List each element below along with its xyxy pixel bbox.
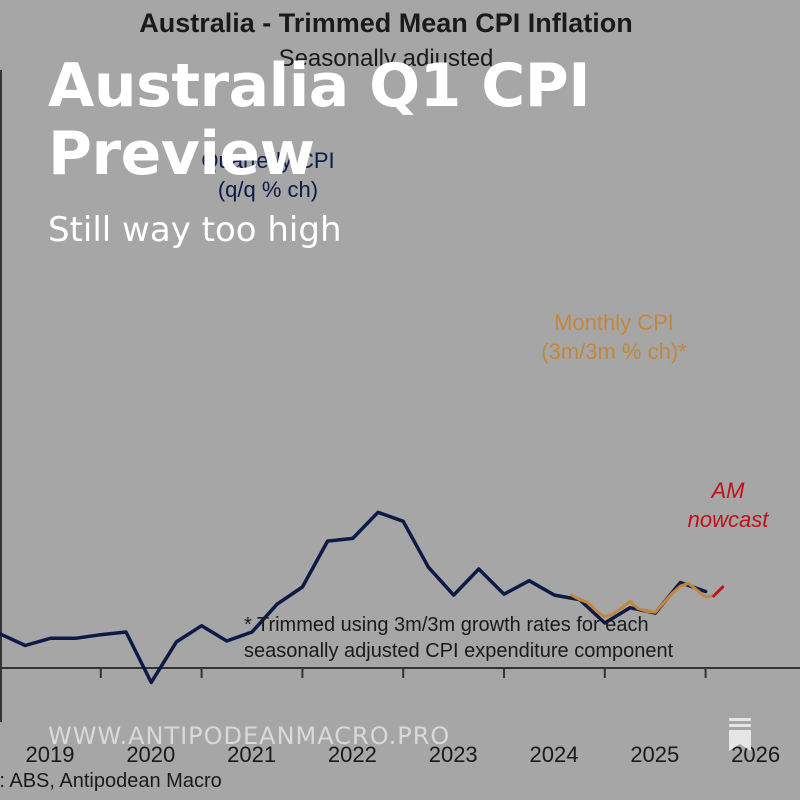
series-label-nowcast-line1: AM <box>710 478 746 503</box>
series-label-nowcast-line2: nowcast <box>688 507 770 532</box>
series-lines <box>0 510 725 685</box>
series-label-quarterly-line1: Quarterly CPI <box>201 148 334 173</box>
series-label-monthly-line2: (3m/3m % ch)* <box>541 339 687 364</box>
series-line-am-nowcast <box>712 585 725 598</box>
x-tick-label-2025: 2025 <box>630 742 679 767</box>
x-tick-label-2021: 2021 <box>227 742 276 767</box>
series-label-quarterly-line2: (q/q % ch) <box>218 177 318 202</box>
footnote-line2: seasonally adjusted CPI expenditure comp… <box>244 640 674 662</box>
x-tick-label-2022: 2022 <box>328 742 377 767</box>
footnote-line1: * Trimmed using 3m/3m growth rates for e… <box>244 614 649 636</box>
x-tick-label-2023: 2023 <box>429 742 478 767</box>
x-tick-label-2026: 2026 <box>731 742 780 767</box>
chart-source: Source: ABS, Antipodean Macro <box>0 770 222 792</box>
series-line-quarterly-cpi <box>0 510 708 685</box>
x-tick-label-2019: 2019 <box>26 742 75 767</box>
overlay-title: Australia Q1 CPI Preview <box>48 51 591 189</box>
series-label-monthly-line1: Monthly CPI <box>554 310 674 335</box>
series-line-monthly-cpi <box>570 581 716 619</box>
chart-subtitle: Seasonally adjusted <box>279 45 494 72</box>
x-tick-label-2020: 2020 <box>126 742 175 767</box>
bookmark-icon[interactable] <box>726 718 754 752</box>
chart-title: Australia - Trimmed Mean CPI Inflation <box>139 8 633 38</box>
overlay-subtitle: Still way too high <box>48 210 342 250</box>
website-link[interactable]: WWW.ANTIPODEANMACRO.PRO <box>48 722 451 750</box>
x-tick-label-2024: 2024 <box>530 742 579 767</box>
x-axis-ticks: 2019 2020 2021 2022 2023 2024 2025 2026 <box>0 668 780 767</box>
